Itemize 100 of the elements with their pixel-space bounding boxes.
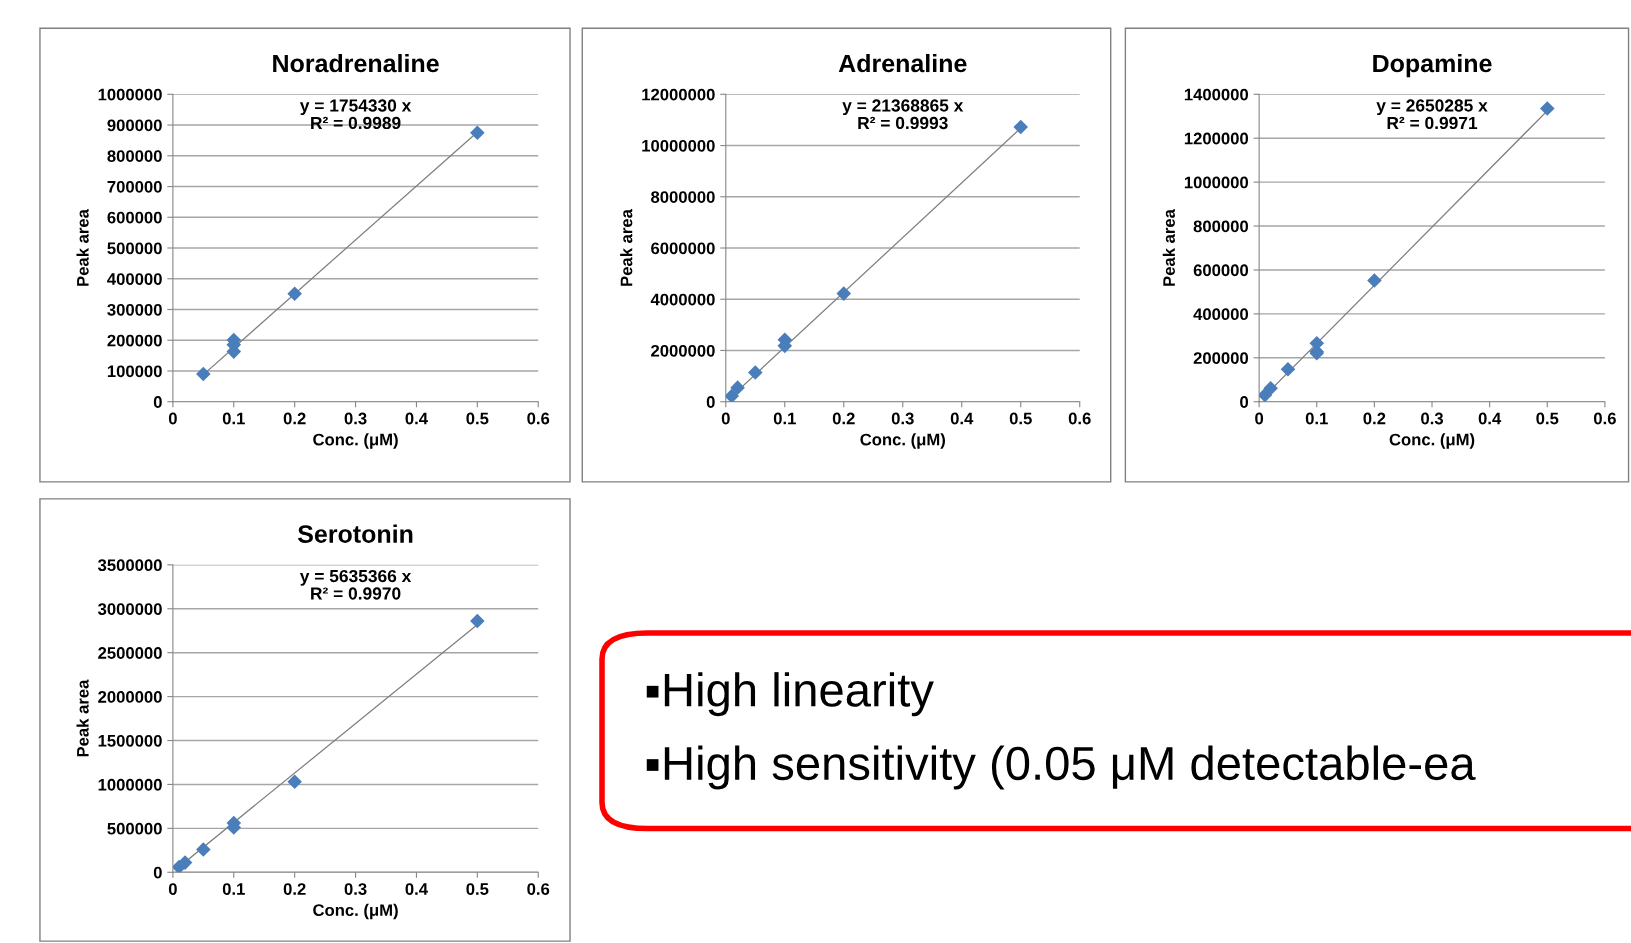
y-tick-label: 3500000 bbox=[97, 559, 162, 572]
y-tick-label: 3000000 bbox=[97, 603, 162, 615]
x-tick-label: 0.6 bbox=[527, 883, 550, 895]
x-tick-label: 0.5 bbox=[466, 412, 489, 425]
y-tick-label: 10000000 bbox=[642, 139, 715, 152]
y-axis-title: Peak area bbox=[76, 208, 89, 286]
y-tick-label: 700000 bbox=[107, 180, 162, 193]
point bbox=[1013, 119, 1029, 135]
x-tick-label: 0.1 bbox=[222, 412, 245, 425]
point bbox=[1367, 273, 1382, 288]
y-axis-title: Peak area bbox=[76, 679, 89, 757]
x-axis-title: Conc. (μM) bbox=[1389, 433, 1475, 449]
y-tick-label: 12000000 bbox=[642, 88, 715, 101]
y-tick-label: 1000000 bbox=[1184, 176, 1249, 189]
y-tick-label: 8000000 bbox=[651, 191, 715, 203]
annotation: y = 2650285 x bbox=[1376, 99, 1488, 116]
y-tick-label: 0 bbox=[153, 396, 162, 408]
annotation: R² = 0.9993 bbox=[858, 116, 948, 130]
x-tick-label: 0.1 bbox=[773, 412, 796, 425]
point bbox=[196, 366, 211, 382]
point bbox=[1280, 361, 1296, 377]
x-tick-label: 0.6 bbox=[527, 412, 550, 425]
y-tick-label: 1000000 bbox=[98, 778, 162, 791]
y-tick-label: 600000 bbox=[107, 211, 162, 224]
x-tick-label: 0.5 bbox=[1536, 412, 1559, 425]
x-tick-label: 0 bbox=[1255, 412, 1264, 425]
y-tick-label: 200000 bbox=[107, 334, 162, 347]
y-tick-label: 1400000 bbox=[1184, 88, 1249, 101]
x-tick-label: 0 bbox=[168, 412, 177, 425]
x-tick-label: 0.3 bbox=[344, 412, 367, 425]
y-tick-label: 200000 bbox=[1193, 352, 1249, 364]
y-tick-label: 600000 bbox=[1193, 264, 1249, 277]
point bbox=[287, 774, 302, 790]
y-tick-label: 300000 bbox=[107, 303, 162, 316]
x-tick-label: 0 bbox=[721, 412, 730, 425]
x-tick-label: 0.2 bbox=[283, 883, 306, 895]
x-tick-label: 0.3 bbox=[344, 883, 367, 895]
y-tick-label: 1000000 bbox=[98, 88, 162, 101]
annotation: R² = 0.9970 bbox=[311, 587, 401, 600]
x-tick-label: 0.2 bbox=[283, 412, 306, 425]
point bbox=[725, 388, 739, 402]
annotation: R² = 0.9989 bbox=[311, 116, 401, 130]
x-tick-label: 0.2 bbox=[832, 412, 855, 425]
point bbox=[1263, 381, 1278, 396]
x-tick-label: 0.3 bbox=[891, 412, 914, 425]
text: ▪High linearity bbox=[646, 672, 934, 717]
y-tick-label: 800000 bbox=[107, 150, 162, 162]
y-tick-label: 500000 bbox=[107, 242, 162, 255]
y-tick-label: 2500000 bbox=[98, 647, 162, 659]
chart-title: Serotonin bbox=[297, 524, 413, 543]
x-tick-label: 0.4 bbox=[950, 412, 974, 425]
chart-title: Adrenaline bbox=[838, 53, 967, 73]
x-axis-title: Conc. (μM) bbox=[313, 433, 398, 449]
x-tick-label: 0.6 bbox=[1068, 412, 1091, 425]
text: ▪High sensitivity (0.05 μM detectable-ea bbox=[646, 745, 1476, 790]
x-tick-label: 0.1 bbox=[222, 883, 245, 895]
chart-title: Dopamine bbox=[1373, 53, 1492, 78]
y-tick-label: 400000 bbox=[107, 273, 162, 285]
x-axis-title: Conc. (μM) bbox=[313, 903, 398, 920]
y-tick-label: 0 bbox=[1240, 396, 1249, 408]
x-tick-label: 0.4 bbox=[1478, 412, 1502, 425]
annotation: y = 1754330 x bbox=[299, 99, 412, 116]
x-tick-label: 0.1 bbox=[1305, 412, 1328, 425]
y-tick-label: 6000000 bbox=[651, 242, 715, 255]
x-tick-label: 0.5 bbox=[466, 883, 489, 895]
y-tick-label: 0 bbox=[706, 396, 715, 408]
y-tick-label: 4000000 bbox=[650, 293, 715, 306]
point bbox=[470, 125, 485, 141]
annotation: y = 5635366 x bbox=[299, 569, 412, 586]
x-tick-label: 0.5 bbox=[1009, 412, 1032, 425]
point bbox=[748, 365, 763, 380]
y-tick-label: 100000 bbox=[107, 365, 162, 378]
point bbox=[1259, 387, 1273, 402]
y-tick-label: 2000000 bbox=[651, 344, 715, 357]
y-tick-label: 0 bbox=[153, 866, 162, 879]
point bbox=[196, 842, 211, 857]
y-axis-title: Peak area bbox=[1162, 208, 1175, 286]
x-tick-label: 0.3 bbox=[1421, 412, 1443, 425]
x-tick-label: 0 bbox=[168, 883, 177, 895]
point bbox=[287, 286, 302, 302]
annotation: y = 21368865 x bbox=[842, 99, 964, 116]
x-tick-label: 0.6 bbox=[1593, 412, 1616, 425]
point bbox=[730, 380, 745, 395]
x-tick-label: 0.2 bbox=[1363, 412, 1386, 425]
y-tick-label: 800000 bbox=[1193, 220, 1249, 233]
y-tick-label: 1200000 bbox=[1184, 132, 1249, 145]
chart-title: Noradrenaline bbox=[273, 53, 439, 73]
y-tick-label: 400000 bbox=[1193, 308, 1249, 321]
point bbox=[1539, 101, 1555, 116]
y-tick-label: 1500000 bbox=[98, 734, 162, 747]
point bbox=[177, 855, 193, 870]
y-tick-label: 2000000 bbox=[98, 691, 162, 703]
y-tick-label: 900000 bbox=[107, 119, 162, 132]
annotation: R² = 0.9971 bbox=[1387, 116, 1478, 130]
point bbox=[836, 286, 852, 301]
x-tick-label: 0.4 bbox=[405, 412, 428, 425]
y-tick-label: 500000 bbox=[107, 822, 162, 835]
x-axis-title: Conc. (μM) bbox=[860, 433, 945, 449]
y-axis-title: Peak area bbox=[620, 208, 633, 286]
point bbox=[470, 613, 485, 629]
